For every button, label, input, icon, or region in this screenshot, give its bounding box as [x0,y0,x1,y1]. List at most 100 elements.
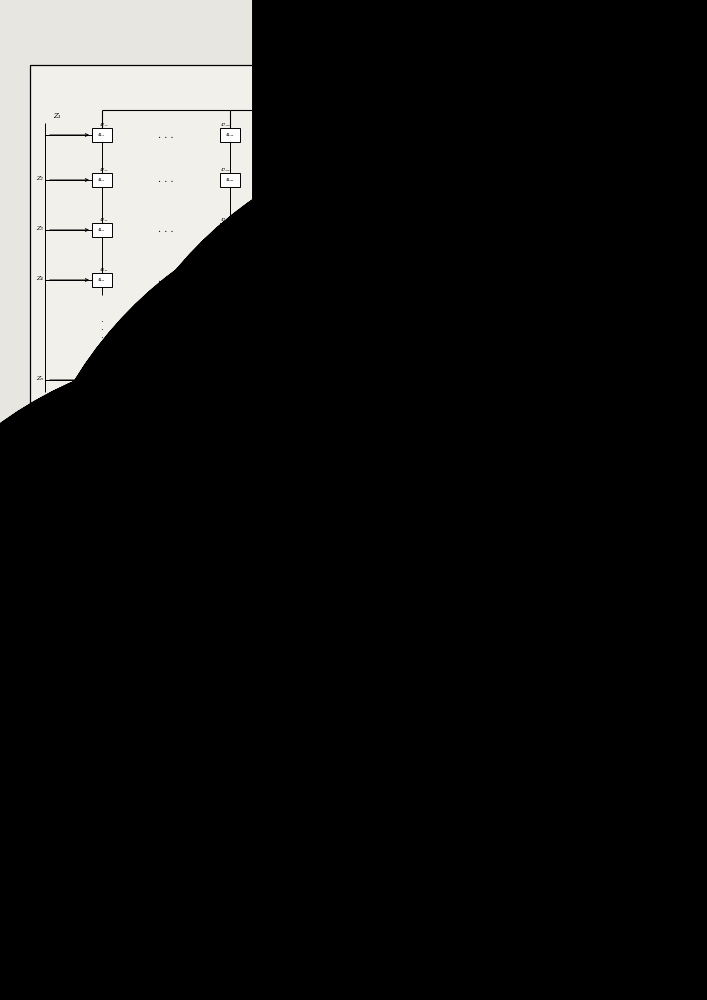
Text: 45₁₁: 45₁₁ [404,138,412,142]
Text: 45₁₂: 45₁₂ [469,77,479,82]
Bar [92,223,112,237]
Text: 45ₘ₁: 45ₘ₁ [403,278,413,282]
Text: . . .: . . . [158,226,174,234]
Text: 10: 10 [279,71,289,79]
Text: 47₂ₘ: 47₂ₘ [221,168,230,172]
Bar [220,373,240,387]
Text: Корректор Н.Борисова: Корректор Н.Борисова [510,719,619,728]
Text: 44ⱼm: 44ⱼm [636,372,650,377]
Text: . . .: . . . [158,176,174,184]
Bar [462,366,490,384]
Text: . . .: . . . [551,233,567,242]
Text: 42₄₁: 42₄₁ [100,268,108,272]
Text: . . .: . . . [552,454,567,464]
Text: Z₃: Z₃ [36,226,43,231]
Bar [92,273,112,287]
Text: ·: · [100,326,103,334]
Text: . . .: . . . [158,375,174,384]
Bar [394,366,422,384]
Text: 45₁ₘ: 45₁ₘ [638,138,648,142]
Text: 47₃ₘ: 47₃ₘ [221,218,230,222]
Text: 45₁₁: 45₁₁ [401,77,411,82]
Text: Производственно-издательский комбинат "Патент", г. Ужгород, ул. Гагарина, 101: Производственно-издательский комбинат "П… [30,789,425,798]
Text: ·: · [228,318,231,326]
Text: 44ⱼ1: 44ⱼ1 [402,372,414,377]
Text: 45₂₂: 45₂₂ [472,193,480,197]
Text: Тираж 668: Тираж 668 [270,744,322,753]
Bar [397,188,419,202]
Text: ·: · [407,226,409,233]
Text: фуз.3: фуз.3 [148,468,177,478]
Text: 25ⱼ1: 25ⱼ1 [400,455,416,463]
Text: Техред Л.Олийнык: Техред Л.Олийнык [265,726,355,735]
Bar [92,373,112,387]
Text: . . .: . . . [551,190,567,200]
Text: ·: · [642,233,644,241]
Text: 47₁₁: 47₁₁ [100,123,108,127]
Text: 45₂ₘ: 45₂ₘ [638,193,648,197]
Text: ·: · [407,241,409,249]
Text: Редактор А. Огар: Редактор А. Огар [45,724,128,733]
Text: ·: · [407,233,409,241]
Text: Подписное: Подписное [500,744,553,753]
Text: 47₃₁: 47₃₁ [100,218,108,222]
Bar [629,366,657,384]
Bar [632,133,654,147]
Text: ·: · [228,334,231,342]
Text: ·: · [474,226,477,233]
Text: 45ₘ₂: 45ₘ₂ [472,278,481,282]
Text: Z₁: Z₁ [53,112,61,120]
Text: 13₂: 13₂ [344,190,355,196]
Text: ·: · [642,241,644,249]
Text: . . .: . . . [551,275,567,284]
Text: 45₁₂: 45₁₂ [472,138,480,142]
Text: 45₁ₘ: 45₁ₘ [636,77,647,82]
Text: . . .: . . . [158,275,174,284]
Text: 4l₄₁: 4l₄₁ [98,278,106,282]
Text: 47₁ₘ: 47₁ₘ [221,123,230,127]
Text: 17: 17 [665,71,675,79]
Text: ·: · [474,241,477,249]
Text: Z₄: Z₄ [36,275,43,280]
Text: 4l₃ₘ: 4l₃ₘ [226,228,234,232]
Bar [397,133,419,147]
Bar [92,173,112,187]
Text: Редактор А. Огар: Редактор А. Огар [45,712,128,721]
Text: ВНИИПИ Государственного комитета по изобретениям и открытиям при ГКНТ СССР: ВНИИПИ Государственного комитета по изоб… [30,757,486,766]
Text: 47₄ₘ: 47₄ₘ [221,268,230,272]
Bar [348,65,681,435]
Bar [220,273,240,287]
Text: 4l₂ₘ: 4l₂ₘ [226,178,234,182]
Text: . . .: . . . [551,135,567,144]
Text: 45ₘₘ: 45ₘₘ [638,278,648,282]
Text: 13₁: 13₁ [344,135,355,140]
Text: U: U [287,105,293,113]
Text: ·: · [228,326,231,334]
Text: 42ₙ₁
43₁: 42ₙ₁ 43₁ [100,363,108,372]
Bar [632,188,654,202]
Bar [397,273,419,287]
Bar [220,223,240,237]
Bar [92,128,112,142]
Text: ·: · [474,233,477,241]
Bar [220,173,240,187]
Text: 11₁: 11₁ [96,455,108,463]
Text: 42ₙₘ
43ₘₘ: 42ₙₘ 43ₘₘ [221,363,231,372]
Text: Заказ 4871/47: Заказ 4871/47 [30,744,97,753]
Text: Техред Л.Олийнык: Техред Л.Олийнык [50,730,140,739]
Text: 4lₙₘ: 4lₙₘ [226,378,234,382]
Text: 44ⱼ2: 44ⱼ2 [470,372,482,377]
Text: Составитель Г. Смирнова: Составитель Г. Смирнова [50,717,172,726]
Text: фуз.4: фуз.4 [500,468,530,478]
Text: 4l₂₁: 4l₂₁ [98,178,106,182]
Text: ·: · [100,318,103,326]
Text: 113035, Москва, Ж-35, Раушская наб., д. 4/5: 113035, Москва, Ж-35, Раушская наб., д. … [235,770,471,780]
Text: Zₙ: Zₙ [36,375,43,380]
Text: 4l₁ₘ: 4l₁ₘ [226,133,234,137]
Text: 47₂₁: 47₂₁ [100,168,108,172]
Bar [465,133,487,147]
Text: ·: · [100,334,103,342]
Text: 25ⱼ2: 25ⱼ2 [468,455,484,463]
Text: Z₂: Z₂ [36,176,43,180]
Text: 13ₘ: 13ₘ [343,275,355,280]
